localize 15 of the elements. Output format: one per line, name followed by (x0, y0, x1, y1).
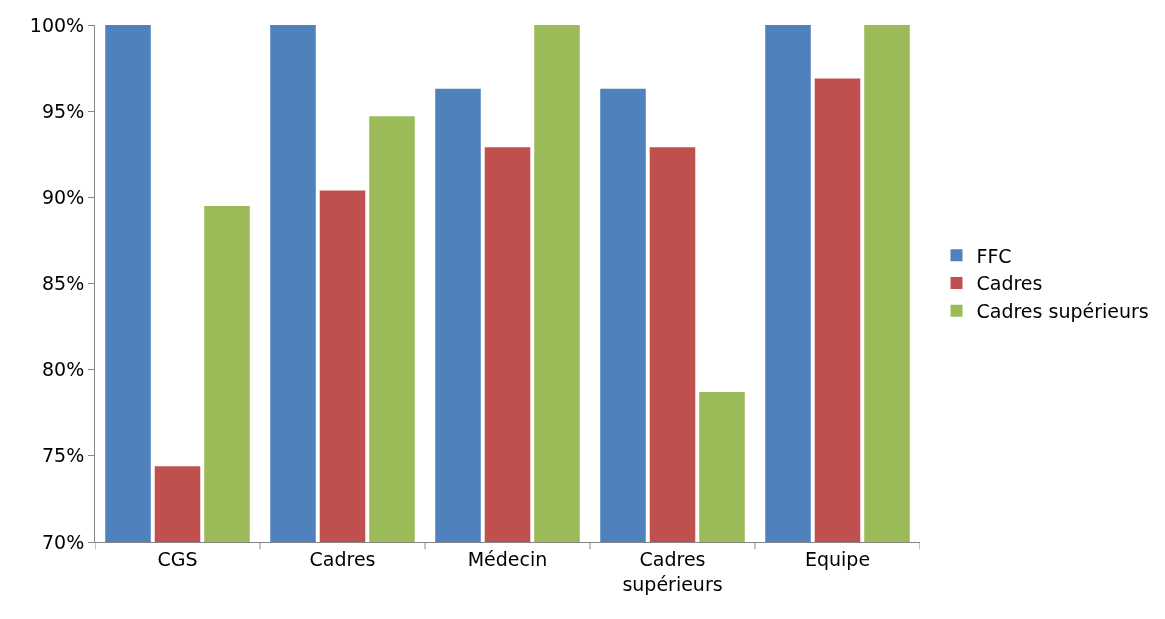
y-tick-label: 85% (41, 272, 85, 295)
y-tick-label: 80% (41, 358, 85, 381)
y-tick-label: 90% (41, 185, 85, 208)
y-tick-label: 75% (41, 444, 85, 467)
y-tick-label: 70% (41, 530, 85, 553)
legend-label: FFC (976, 244, 1012, 267)
x-tick-label: Cadres (309, 547, 376, 570)
x-tick-label: CGS (157, 547, 198, 570)
y-tick-label: 95% (41, 99, 85, 122)
x-tick-label: Equipe (804, 547, 871, 570)
legend-label: Cadres (976, 272, 1043, 295)
x-tick-label: Médecin (467, 547, 548, 570)
y-tick-label: 100% (29, 13, 85, 36)
x-tick-label: Cadres supérieurs (622, 547, 723, 595)
legend-label: Cadres supérieurs (976, 300, 1149, 323)
